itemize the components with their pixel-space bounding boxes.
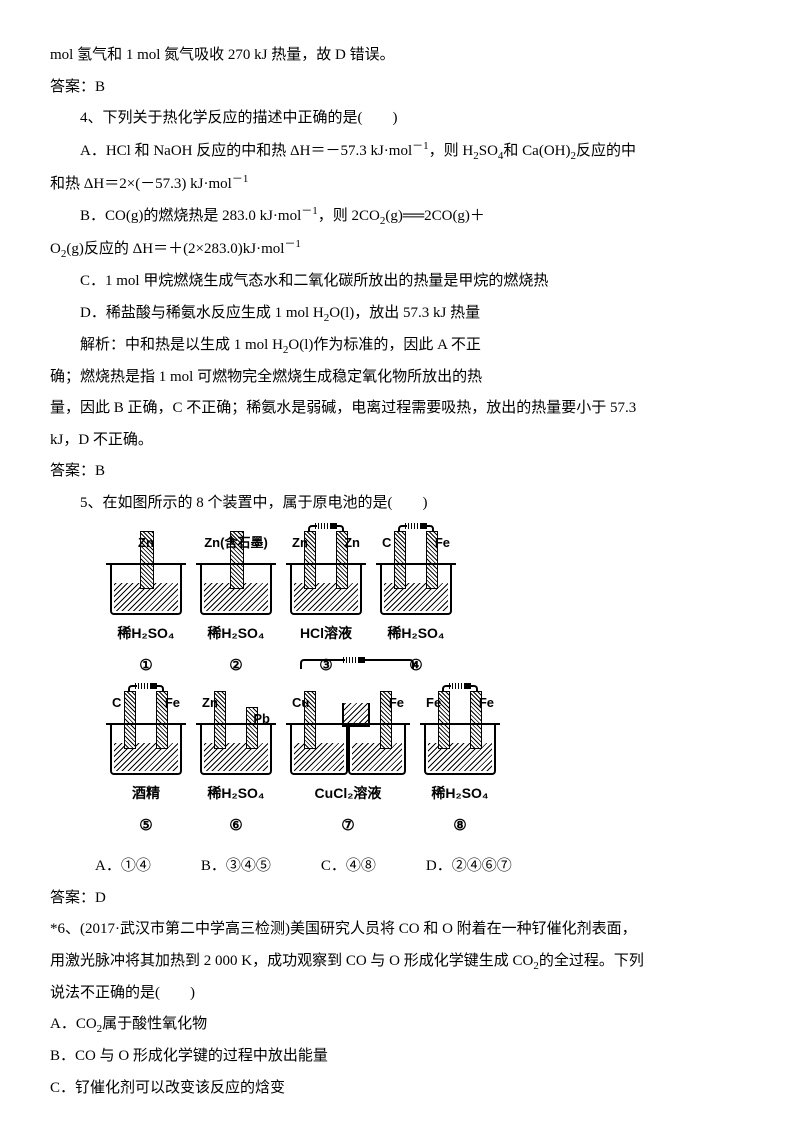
cell-1: Zn 稀H₂SO₄① xyxy=(110,529,182,681)
exp4-4: kJ，D 不正确。 xyxy=(50,425,750,457)
exp4: 解析：中和热是以生成 1 mol H2O(l)作为标准的，因此 A 不正 xyxy=(50,330,750,362)
text: mol 氢气和 1 mol 氮气吸收 270 kJ 热量，故 D 错误。 xyxy=(50,40,750,72)
q6-3: 说法不正确的是( ) xyxy=(50,978,750,1010)
diagram-grid: Zn 稀H₂SO₄① Zn(含石墨) 稀H₂SO₄② ZnZn HCl溶液③ C… xyxy=(110,529,750,841)
opt-c: C．④⑧ xyxy=(321,851,376,883)
options: A．①④ B．③④⑤ C．④⑧ D．②④⑥⑦ xyxy=(95,851,750,883)
opt-a: A．①④ xyxy=(95,851,151,883)
cell-2: Zn(含石墨) 稀H₂SO₄② xyxy=(200,529,272,681)
opt-b: B．③④⑤ xyxy=(201,851,271,883)
q4a: A．HCl 和 NaOH 反应的中和热 ΔH＝－57.3 kJ·mol－1，则 … xyxy=(50,135,750,168)
answer: 答案：D xyxy=(50,883,750,915)
cell-5: CFe 酒精⑤ xyxy=(110,689,182,841)
q6-1: *6、(2017·武汉市第二中学高三检测)美国研究人员将 CO 和 O 附着在一… xyxy=(50,914,750,946)
exp4-3: 量，因此 B 正确，C 不正确；稀氨水是弱碱，电离过程需要吸热，放出的热量要小于… xyxy=(50,393,750,425)
q6-2: 用激光脉冲将其加热到 2 000 K，成功观察到 CO 与 O 形成化学键生成 … xyxy=(50,946,750,978)
q4d: D．稀盐酸与稀氨水反应生成 1 mol H2O(l)，放出 57.3 kJ 热量 xyxy=(50,298,750,330)
cell-8: FeFe 稀H₂SO₄⑧ xyxy=(424,689,496,841)
q5: 5、在如图所示的 8 个装置中，属于原电池的是( ) xyxy=(50,488,750,520)
opt-d: D．②④⑥⑦ xyxy=(426,851,512,883)
q4b: B．CO(g)的燃烧热是 283.0 kJ·mol－1，则 2CO2(g)══2… xyxy=(50,200,750,233)
q4c: C．1 mol 甲烷燃烧生成气态水和二氧化碳所放出的热量是甲烷的燃烧热 xyxy=(50,266,750,298)
q6c: C．钌催化剂可以改变该反应的焓变 xyxy=(50,1073,750,1105)
q6b: B．CO 与 O 形成化学键的过程中放出能量 xyxy=(50,1041,750,1073)
answer: 答案：B xyxy=(50,72,750,104)
cell-7: Cu Fe CuCl₂溶液⑦ xyxy=(290,689,406,841)
exp4-2: 确；燃烧热是指 1 mol 可燃物完全燃烧生成稳定氧化物所放出的热 xyxy=(50,362,750,394)
cell-6: ZnPb 稀H₂SO₄⑥ xyxy=(200,689,272,841)
q4a-cont: 和热 ΔH＝2×(－57.3) kJ·mol－1 xyxy=(50,168,750,201)
answer: 答案：B xyxy=(50,456,750,488)
q4b-cont: O2(g)反应的 ΔH＝＋(2×283.0)kJ·mol－1 xyxy=(50,233,750,266)
q4: 4、下列关于热化学反应的描述中正确的是( ) xyxy=(50,103,750,135)
q6a: A．CO2属于酸性氧化物 xyxy=(50,1009,750,1041)
